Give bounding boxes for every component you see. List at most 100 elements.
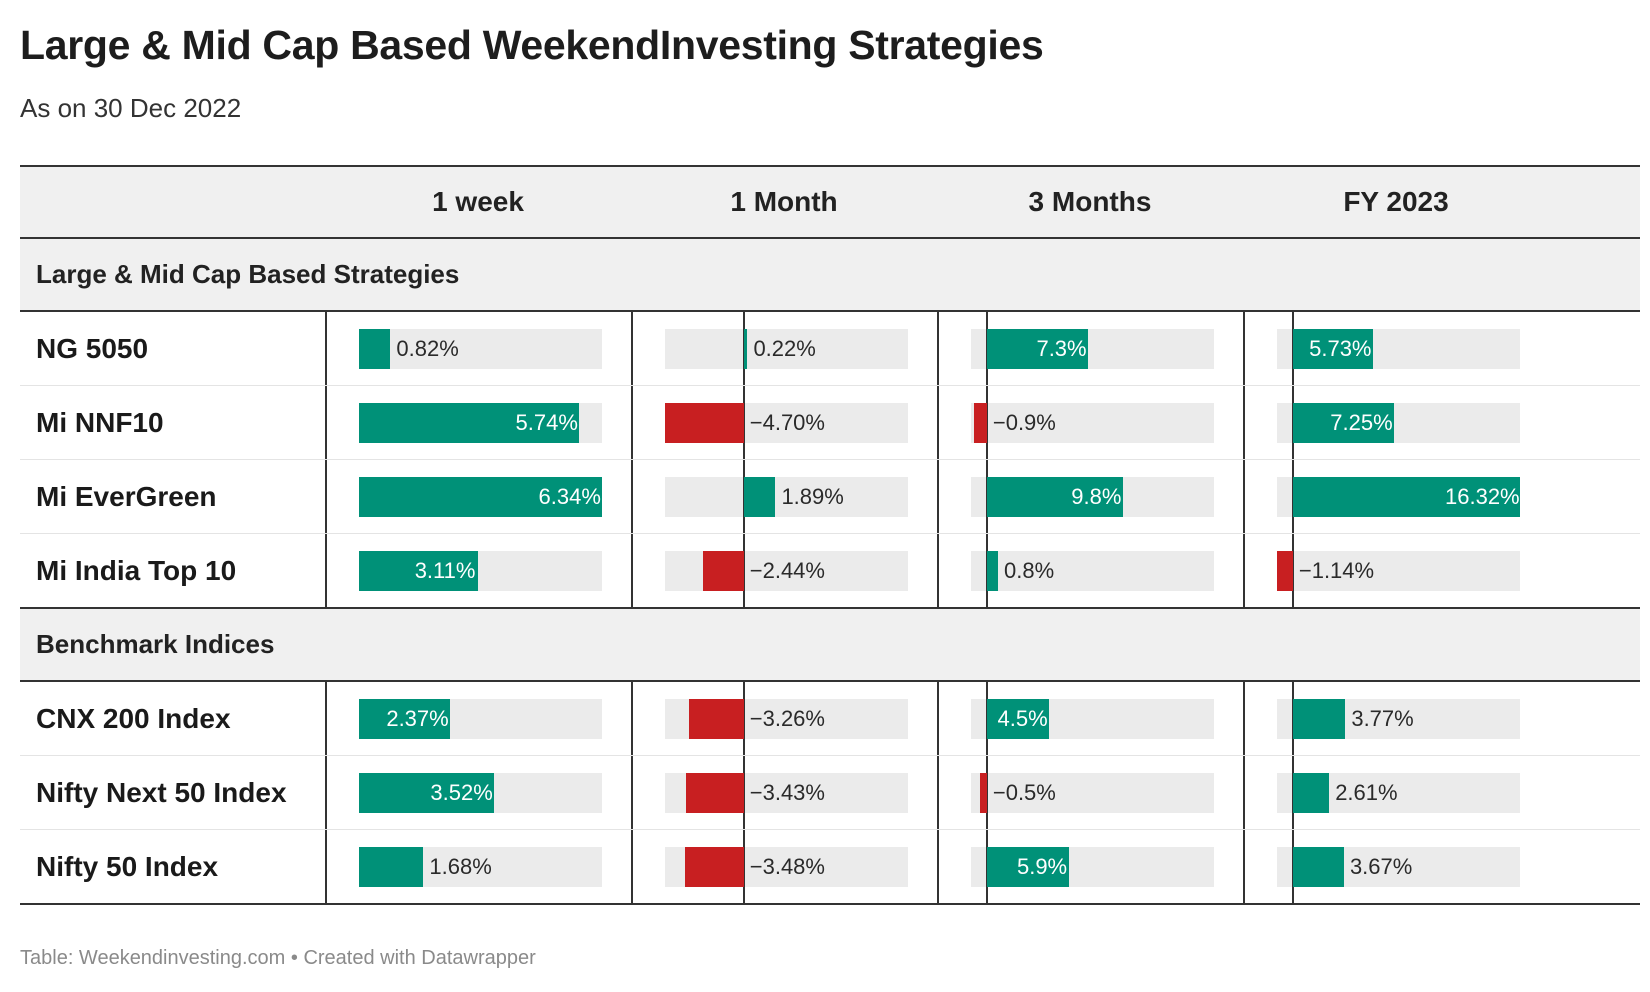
zero-line: [743, 534, 745, 607]
value-bar: [686, 773, 744, 813]
cell-3-months: 5.9%: [937, 830, 1245, 903]
cell-fy-2023: 5.73%: [1243, 312, 1551, 385]
table-row: NG 5050 0.82% 0.22% 7.3% 5.73%: [20, 312, 1640, 386]
value-label: −0.9%: [992, 410, 1056, 435]
zero-line: [986, 756, 988, 829]
cell-fy-2023: 2.61%: [1243, 756, 1551, 829]
cell-fy-2023: 3.67%: [1243, 830, 1551, 903]
cell-1-week: 0.82%: [325, 312, 633, 385]
zero-line: [743, 756, 745, 829]
value-bar: [986, 477, 1124, 517]
row-label-mi-evergreen: Mi EverGreen: [36, 481, 217, 512]
value-bar: [359, 773, 494, 813]
row-label-cnx-200-index: CNX 200 Index: [36, 703, 231, 734]
value-label: 2.37%: [386, 706, 449, 731]
cell-fy-2023: −1.14%: [1243, 534, 1551, 607]
cell-1-month: −3.43%: [631, 756, 939, 829]
bar-track: [665, 329, 908, 369]
table-row: Nifty 50 Index 1.68% −3.48% 5.9% 3.67%: [20, 830, 1640, 905]
value-bar: [359, 847, 424, 887]
cell-1-week: 3.52%: [325, 756, 633, 829]
value-bar: [359, 403, 579, 443]
cell-1-month: −4.70%: [631, 386, 939, 459]
value-label: 3.77%: [1351, 706, 1414, 731]
table-row: Mi India Top 10 3.11% −2.44% 0.8% −1.14%: [20, 534, 1640, 609]
bar-track: [971, 551, 1214, 591]
value-label: 0.8%: [1004, 558, 1055, 583]
column-header-fy-2023: FY 2023: [1343, 186, 1449, 217]
section-benchmark-indices: Benchmark Indices: [20, 609, 1640, 682]
bar-track: [1277, 551, 1520, 591]
value-label: 3.67%: [1349, 854, 1413, 879]
table-header: 1 week 1 Month 3 Months FY 2023: [20, 165, 1640, 239]
cell-1-month: −3.48%: [631, 830, 939, 903]
cell-3-months: −0.5%: [937, 756, 1245, 829]
value-bar: [743, 477, 776, 517]
bar-track: [359, 329, 602, 369]
source-footer: Table: Weekendinvesting.com • Created wi…: [20, 947, 536, 969]
row-label-mi-india-top-10: Mi India Top 10: [36, 555, 237, 586]
table-row: CNX 200 Index 2.37% −3.26% 4.5% 3.77%: [20, 682, 1640, 756]
value-bar: [359, 477, 602, 517]
value-bar: [986, 847, 1069, 887]
bar-track: [971, 403, 1214, 443]
value-bar: [1292, 847, 1344, 887]
table-row: Mi NNF10 5.74% −4.70% −0.9% 7.25%: [20, 386, 1640, 460]
section-label: Large & Mid Cap Based Strategies: [36, 259, 460, 289]
value-label: −3.26%: [749, 706, 825, 731]
value-bar: [1277, 551, 1293, 591]
value-bar: [986, 329, 1089, 369]
value-bar: [685, 847, 744, 887]
row-label-ng-5050: NG 5050: [36, 333, 149, 364]
cell-1-month: −3.26%: [631, 682, 939, 755]
cell-1-month: −2.44%: [631, 534, 939, 607]
cell-3-months: 7.3%: [937, 312, 1245, 385]
strategy-table: 1 week 1 Month 3 Months FY 2023 Large & Mid…: [20, 165, 1640, 905]
zero-line: [743, 386, 745, 459]
value-bar: [979, 773, 987, 813]
zero-line: [743, 830, 745, 903]
cell-3-months: 0.8%: [937, 534, 1245, 607]
value-bar: [689, 699, 744, 739]
table-body: Large & Mid Cap Based Strategies NG 5050 0…: [20, 239, 1640, 905]
value-label: 1.89%: [781, 484, 844, 509]
value-label: −0.5%: [992, 780, 1056, 805]
cell-3-months: 9.8%: [937, 460, 1245, 533]
cell-1-week: 2.37%: [325, 682, 633, 755]
cell-3-months: −0.9%: [937, 386, 1245, 459]
bar-track: [971, 773, 1214, 813]
value-bar: [665, 403, 744, 443]
value-label: 4.5%: [997, 706, 1048, 731]
value-label: 3.52%: [430, 780, 493, 805]
row-label-nifty-next-50-index: Nifty Next 50 Index: [36, 777, 287, 808]
value-label: 1.68%: [429, 854, 492, 879]
value-label: 7.3%: [1036, 336, 1087, 361]
cell-1-week: 5.74%: [325, 386, 633, 459]
section-label: Benchmark Indices: [36, 629, 275, 659]
value-label: 5.9%: [1016, 854, 1068, 879]
value-label: 2.61%: [1335, 780, 1398, 805]
value-label: −1.14%: [1298, 558, 1375, 583]
value-label: −2.44%: [749, 558, 825, 583]
zero-line: [1292, 534, 1294, 607]
value-bar: [702, 551, 744, 591]
value-label: 6.34%: [538, 484, 601, 509]
cell-fy-2023: 16.32%: [1243, 460, 1551, 533]
zero-line: [743, 682, 745, 755]
page-subtitle: As on 30 Dec 2022: [20, 93, 242, 123]
value-label: 16.32%: [1445, 484, 1520, 509]
cell-1-month: 1.89%: [631, 460, 939, 533]
value-bar: [986, 699, 1050, 739]
section-large-mid-cap-based-strategies: Large & Mid Cap Based Strategies: [20, 239, 1640, 312]
value-bar: [1292, 403, 1394, 443]
column-header-1-month: 1 Month: [730, 186, 838, 217]
column-header-1-week: 1 week: [432, 186, 524, 217]
page-title: Large & Mid Cap Based WeekendInvesting S…: [20, 22, 1044, 68]
cell-1-week: 1.68%: [325, 830, 633, 903]
value-bar: [1292, 699, 1346, 739]
zero-line: [986, 386, 988, 459]
row-label-nifty-50-index: Nifty 50 Index: [36, 851, 219, 882]
table-row: Mi EverGreen 6.34% 1.89% 9.8% 16.32%: [20, 460, 1640, 534]
value-bar: [359, 329, 391, 369]
value-label: 5.73%: [1309, 336, 1372, 361]
